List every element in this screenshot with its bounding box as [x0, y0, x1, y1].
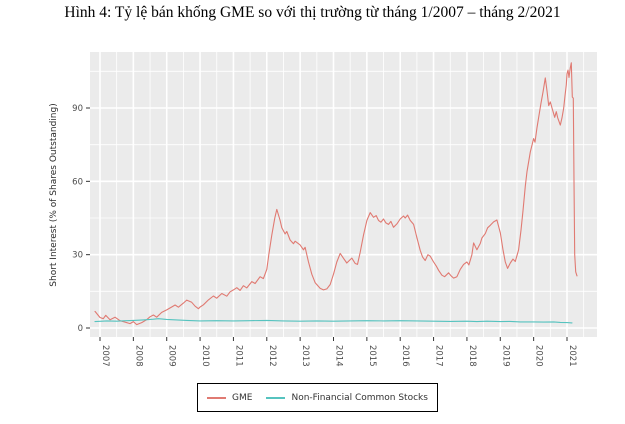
- minor-gridlines: [90, 52, 597, 337]
- legend-label-gme: GME: [232, 392, 253, 403]
- svg-text:2011: 2011: [233, 345, 243, 367]
- nonfinancial-line-swatch: [266, 396, 286, 399]
- svg-text:2010: 2010: [200, 345, 210, 367]
- axis-tick-marks: [86, 107, 568, 341]
- legend: GME Non-Financial Common Stocks: [197, 383, 438, 412]
- legend-item-nonfinancial: Non-Financial Common Stocks: [266, 392, 428, 403]
- y-axis-tick-labels: 0 30 60 90: [72, 104, 83, 334]
- legend-item-gme: GME: [207, 393, 252, 403]
- svg-text:2008: 2008: [133, 345, 143, 367]
- svg-text:2016: 2016: [400, 345, 410, 367]
- legend-label-nonfinancial: Non-Financial Common Stocks: [291, 392, 428, 403]
- svg-text:60: 60: [72, 177, 83, 187]
- y-axis-title: Short Interest (% of Shares Outstanding): [49, 103, 59, 286]
- svg-text:2020: 2020: [534, 345, 544, 367]
- svg-text:2007: 2007: [100, 345, 110, 367]
- data-series-lines: [94, 62, 578, 326]
- svg-text:30: 30: [72, 251, 83, 261]
- svg-text:2009: 2009: [167, 345, 177, 367]
- svg-text:2014: 2014: [333, 345, 343, 367]
- svg-text:2017: 2017: [434, 345, 444, 367]
- svg-text:90: 90: [72, 104, 83, 114]
- svg-text:2019: 2019: [500, 345, 510, 367]
- plot-panel: [90, 52, 597, 337]
- svg-text:2018: 2018: [467, 345, 477, 367]
- svg-text:2012: 2012: [267, 345, 277, 367]
- gme-line-swatch: [207, 396, 227, 399]
- svg-text:2015: 2015: [367, 345, 377, 367]
- major-gridlines: [90, 52, 597, 337]
- x-axis-tick-labels: 2007 2008 2009 2010 2011 2012 2013 2014 2015 2016…: [100, 345, 577, 367]
- svg-text:0: 0: [78, 324, 83, 334]
- figure-caption: Hình 4: Tỷ lệ bán khống GME so với thị t…: [64, 4, 561, 21]
- svg-text:2021: 2021: [567, 345, 577, 367]
- svg-text:2013: 2013: [300, 345, 310, 367]
